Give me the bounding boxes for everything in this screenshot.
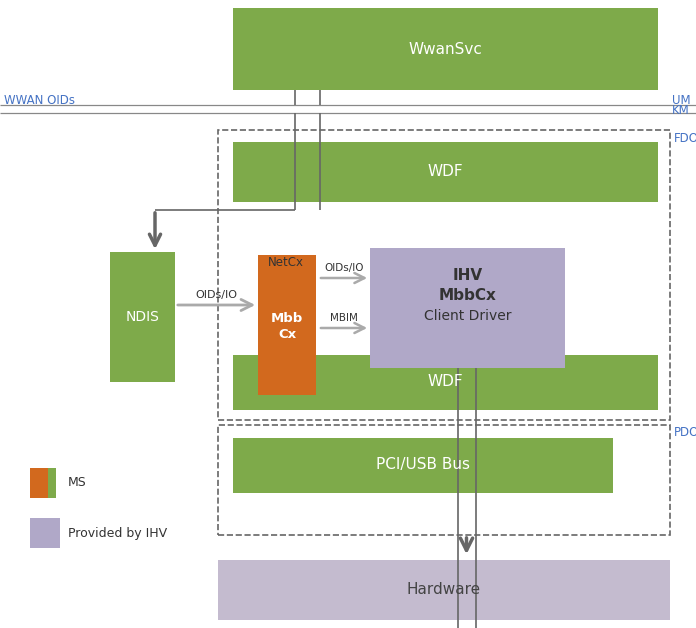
Bar [48, 468, 56, 498]
Text: PDO: PDO [674, 426, 696, 440]
Text: NetCx: NetCx [268, 256, 304, 269]
Text: MBIM: MBIM [330, 313, 358, 323]
Text: Client Driver: Client Driver [424, 309, 512, 323]
Bar [218, 560, 670, 620]
Text: Hardware: Hardware [407, 583, 481, 597]
Bar [233, 438, 613, 493]
Text: OIDs/IO: OIDs/IO [324, 263, 364, 273]
Text: NDIS: NDIS [125, 310, 159, 324]
Text: IHV: IHV [452, 269, 482, 283]
Bar [258, 255, 316, 395]
Bar [30, 518, 60, 548]
Text: WDF: WDF [427, 165, 463, 180]
Text: WWAN OIDs: WWAN OIDs [4, 94, 75, 107]
Text: Provided by IHV: Provided by IHV [68, 526, 167, 539]
Text: OIDs/IO: OIDs/IO [195, 290, 237, 300]
Bar [218, 425, 670, 535]
Bar [370, 248, 565, 368]
Bar [218, 130, 670, 420]
Bar [233, 8, 658, 90]
Text: Cx: Cx [278, 328, 296, 342]
Text: MS: MS [68, 477, 87, 489]
Bar [30, 468, 48, 498]
Text: WwanSvc: WwanSvc [408, 41, 482, 57]
Bar [110, 252, 175, 382]
Text: KM: KM [672, 104, 690, 117]
Text: UM: UM [672, 94, 690, 107]
Text: PCI/USB Bus: PCI/USB Bus [376, 458, 470, 472]
Bar [233, 142, 658, 202]
Bar [233, 355, 658, 410]
Text: Mbb: Mbb [271, 313, 303, 325]
Text: WDF: WDF [427, 374, 463, 389]
Text: FDO: FDO [674, 131, 696, 144]
Text: MbbCx: MbbCx [438, 288, 496, 303]
